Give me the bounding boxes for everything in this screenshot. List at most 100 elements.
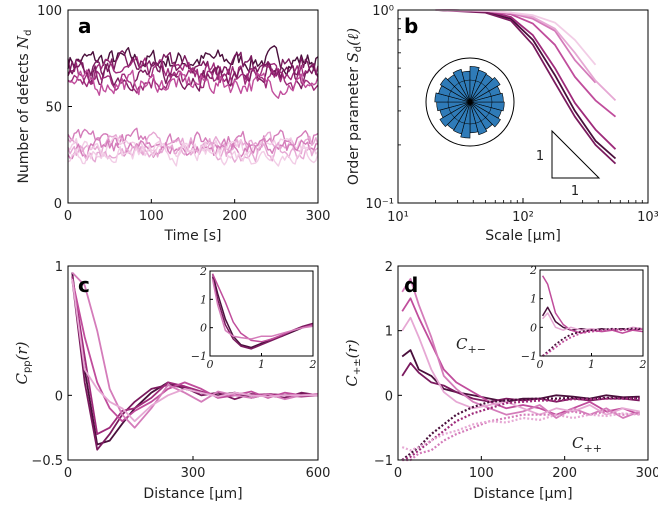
y-tick-label: 0: [385, 389, 393, 404]
annotation-symbol: C: [572, 434, 584, 452]
x-tick-label: 10²: [512, 210, 534, 225]
correlation-line: [71, 276, 319, 436]
inset-x-tick-label: 0: [537, 358, 544, 371]
order-parameter-line: [435, 9, 597, 66]
x-axis-label: Distance [μm]: [143, 486, 242, 502]
y-tick-label: 0: [55, 389, 63, 404]
slope-triangle-shape: [551, 129, 601, 179]
defects-series-line: [67, 45, 319, 77]
inset-x-tick-label: 2: [309, 358, 317, 371]
y-axis-label-part: (r): [343, 339, 361, 358]
y-axis-label-text: Number of defects: [16, 49, 32, 184]
y-tick-label: 1: [385, 325, 393, 340]
defects-series-line: [67, 67, 319, 94]
inset-correlation-line: [211, 279, 314, 340]
x-tick-label: 200: [552, 466, 577, 481]
slope-label-vertical: 1: [536, 149, 544, 164]
rose-inset: [425, 57, 515, 147]
y-axis-label-part: +±: [352, 358, 363, 375]
defects-series-line: [67, 60, 319, 92]
plus-plus-dotted-line: [402, 410, 640, 462]
x-axis-label: Distance [μm]: [473, 486, 572, 502]
inset-plus-minus-line: [541, 275, 644, 334]
y-axis-label-part: (r): [13, 341, 31, 360]
panel-label: b: [404, 14, 418, 38]
inset-y-tick-label: 1: [200, 293, 207, 306]
order-parameter-line: [435, 9, 617, 165]
y-axis-label-part: (ℓ): [344, 28, 362, 46]
x-tick-label: 300: [306, 209, 331, 224]
y-tick-label: 10⁻¹: [365, 197, 394, 212]
x-tick-label: 10¹: [387, 210, 409, 225]
annotation-subscript: +−: [467, 343, 485, 356]
rose-wedge: [469, 69, 487, 103]
annotation-symbol: C: [456, 335, 468, 353]
x-tick-label: 10³: [637, 210, 658, 225]
plus-minus-line: [401, 297, 641, 416]
inset-background: [540, 270, 643, 356]
inset-x-tick-label: 1: [588, 358, 595, 371]
inset-y-tick-label: −1: [191, 350, 207, 363]
y-axis-label-part: d: [353, 46, 364, 52]
y-axis-label-subscript: d: [23, 29, 34, 35]
inset-plus-plus-dotted-line: [542, 328, 644, 357]
x-tick-label: 0: [64, 209, 72, 224]
y-tick-label: −0.5: [31, 454, 63, 469]
inset-y-tick-label: 2: [199, 265, 207, 278]
rose-wedge: [469, 101, 488, 136]
y-axis-label-part: S: [344, 52, 362, 62]
x-tick-label: 100: [469, 466, 494, 481]
x-tick-label: 600: [306, 466, 331, 481]
y-axis-label: Order parameter Sd(ℓ): [344, 28, 364, 185]
y-axis-label: Cpp(r): [13, 341, 33, 384]
y-axis-label-part: C: [343, 375, 361, 387]
inset-x-tick-label: 2: [639, 358, 647, 371]
x-tick-label: 0: [64, 466, 72, 481]
inset-y-tick-label: −1: [521, 350, 537, 363]
x-tick-label: 0: [394, 466, 402, 481]
inset-correlation-line: [211, 273, 314, 349]
x-tick-label: 300: [181, 466, 206, 481]
y-tick-label: 0: [54, 197, 62, 212]
rose-inner-circle: [447, 79, 493, 125]
inset-x-tick-label: 0: [207, 358, 214, 371]
x-tick-label: 200: [222, 209, 247, 224]
panel-label: c: [78, 273, 90, 297]
annotation-subscript: ++: [583, 442, 601, 455]
order-parameter-line: [435, 9, 617, 160]
inset-x-tick-label: 1: [258, 358, 265, 371]
axes-frame-a: [67, 9, 319, 204]
rose-wedge: [439, 101, 471, 128]
y-tick-label: 50: [45, 101, 62, 116]
inset-plus-plus-dotted-line: [542, 327, 644, 357]
rose-wedge: [452, 68, 471, 103]
x-tick-label: 100: [139, 209, 164, 224]
y-tick-label: 100: [37, 4, 62, 19]
rose-wedge: [453, 101, 471, 135]
y-axis-label: Number of defects Nd: [14, 29, 34, 183]
inset-y-tick-label: 1: [530, 293, 537, 306]
correlation-line: [71, 278, 318, 423]
y-tick-label: 10⁰: [372, 4, 394, 19]
slope-triangle: 11: [536, 129, 601, 199]
defects-series-line: [67, 142, 319, 167]
defects-series-line: [67, 69, 319, 99]
x-tick-label: 300: [636, 466, 658, 481]
x-axis-label: Time [s]: [164, 228, 222, 244]
inset-y-tick-label: 0: [530, 321, 537, 334]
plus-plus-dotted-line: [401, 397, 640, 462]
y-axis-label-symbol: N: [14, 35, 32, 50]
inset-y-tick-label: 2: [529, 264, 537, 277]
y-axis-label-part: C: [13, 373, 31, 385]
plus-plus-dotted-line: [401, 412, 640, 452]
rose-wedge: [469, 92, 504, 103]
rose-wedge: [469, 76, 501, 103]
rose-wedge: [469, 101, 501, 128]
y-axis-label: C+±(r): [343, 339, 363, 386]
y-axis-label-part: pp: [22, 360, 33, 373]
slope-label-horizontal: 1: [571, 184, 579, 199]
